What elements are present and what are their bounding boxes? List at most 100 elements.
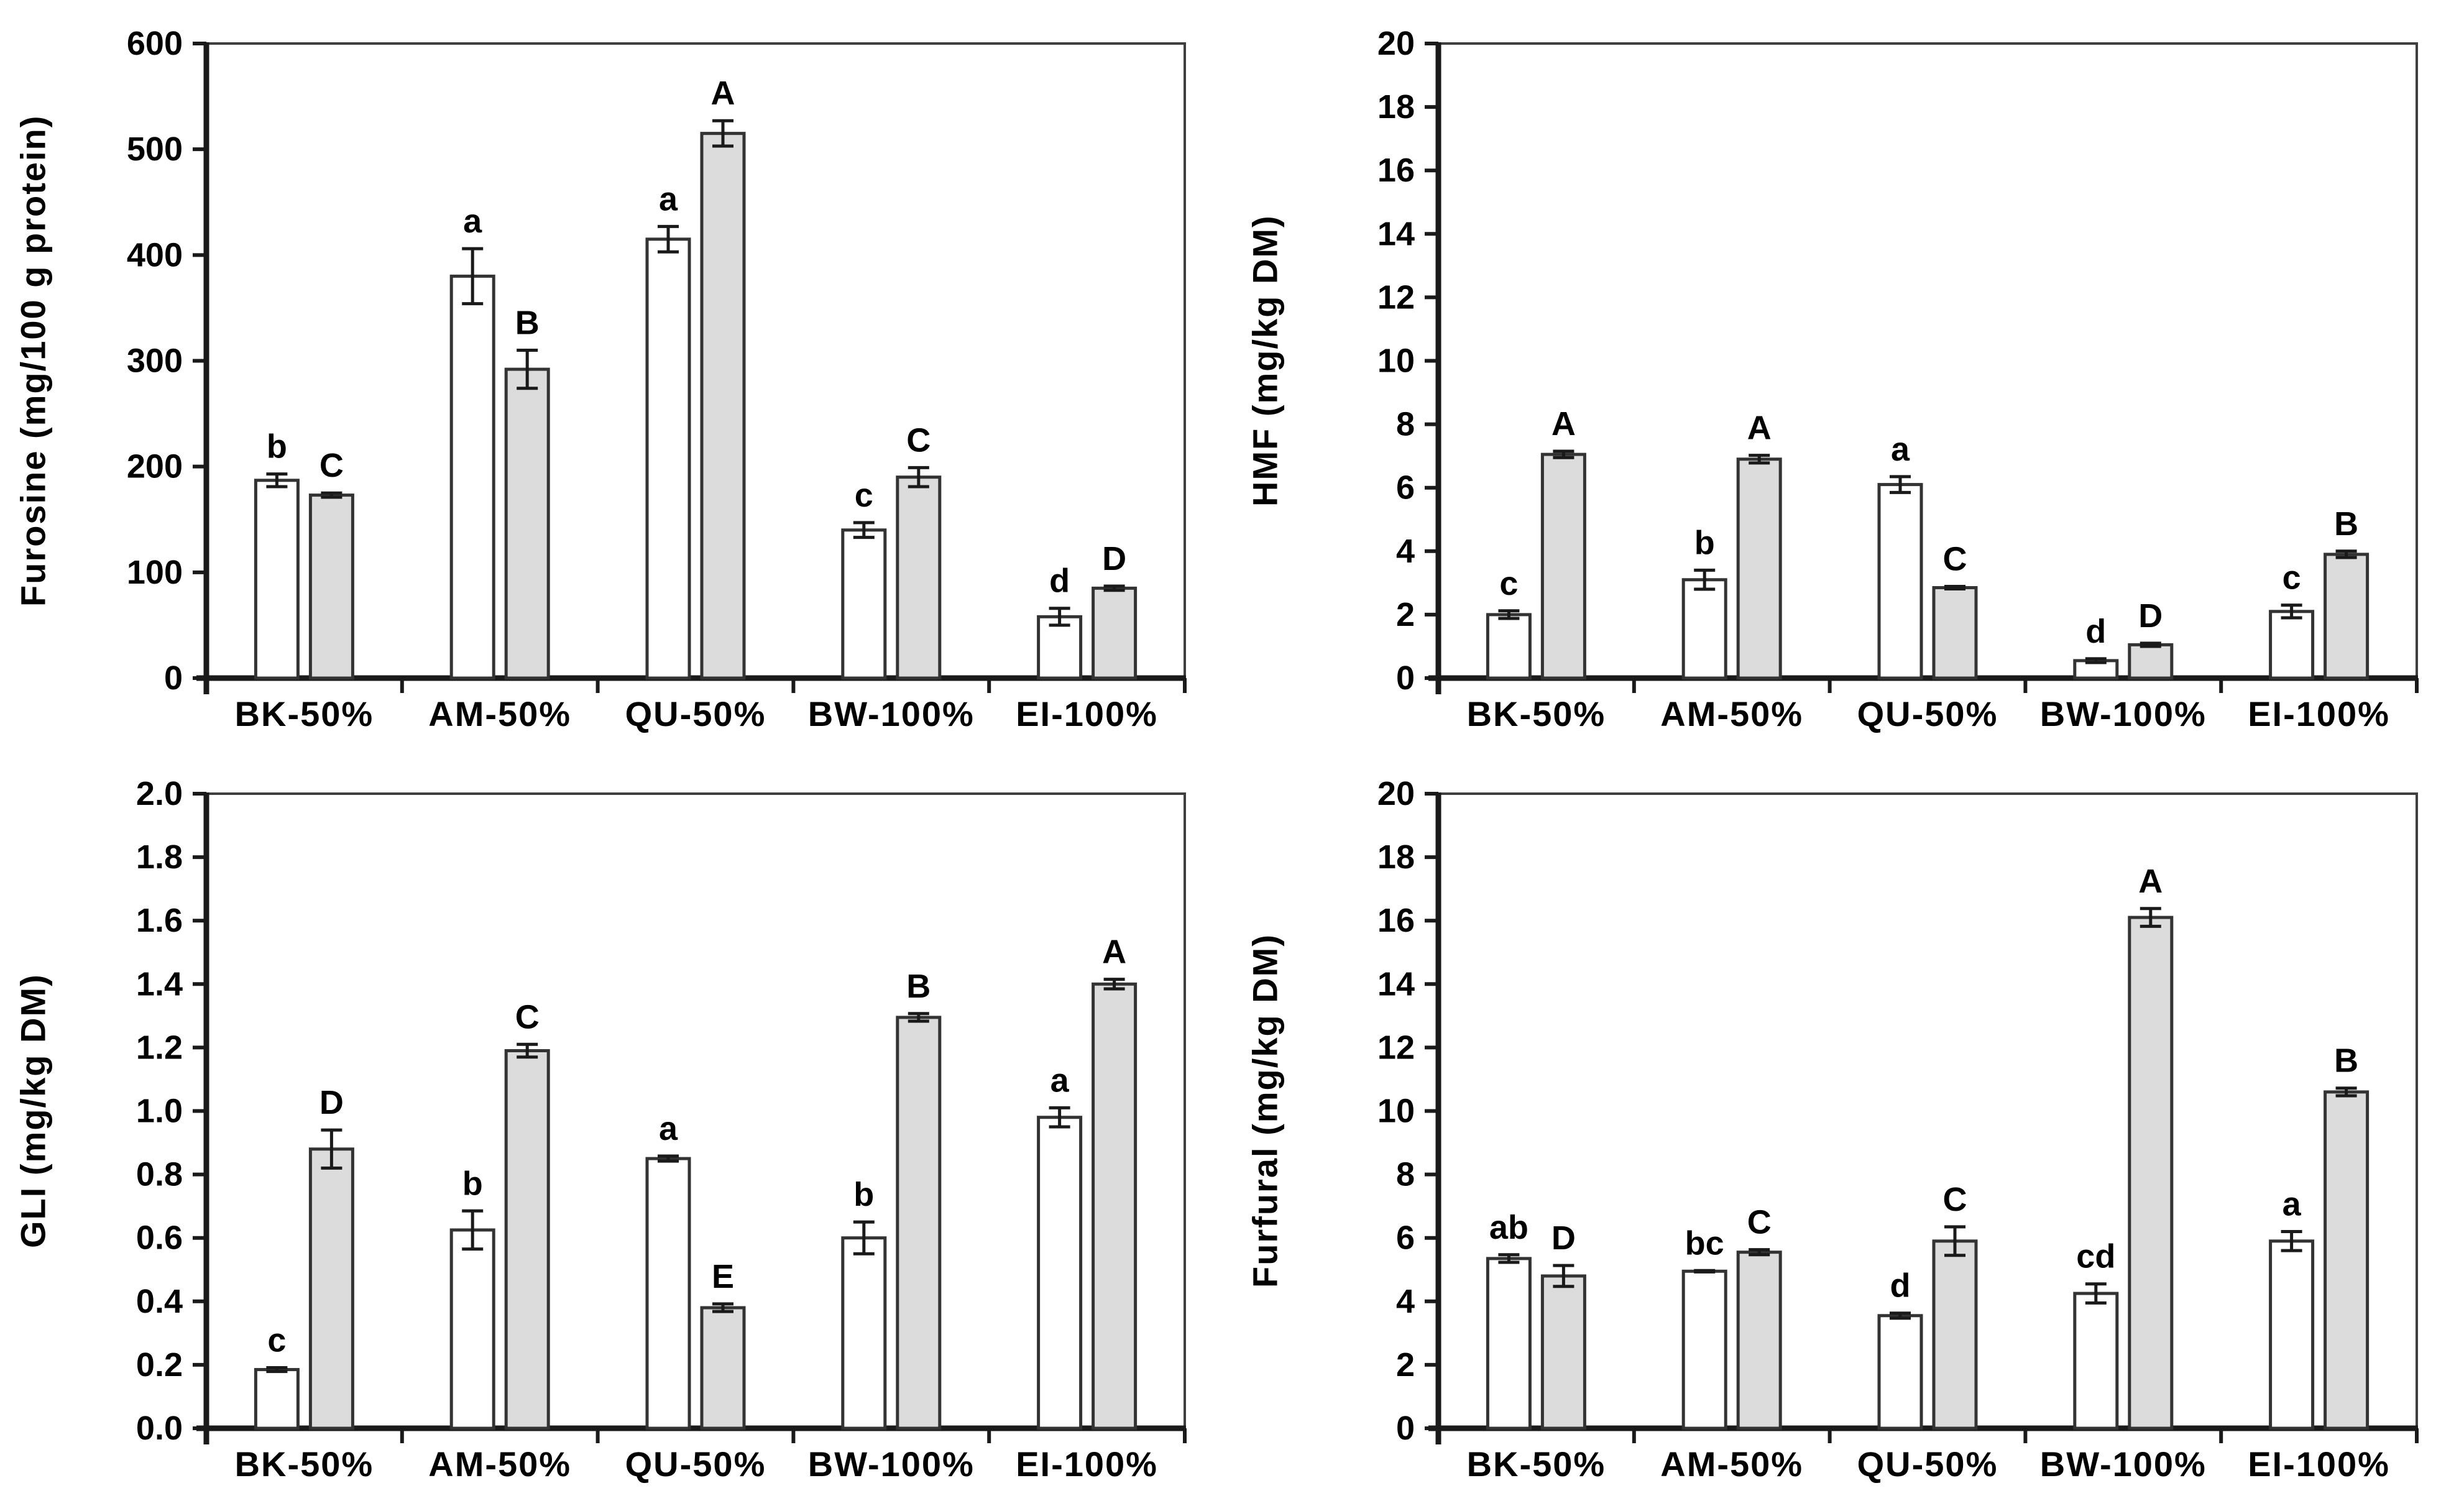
y-tick-label: 8 [1396, 406, 1415, 443]
y-tick-label: 6 [1396, 469, 1415, 507]
x-category-label: QU-50% [1857, 694, 1998, 733]
y-tick-label: 18 [1377, 88, 1415, 126]
x-category-label: EI-100% [2248, 694, 2390, 733]
bar-group-EI-100%: aB [2269, 1042, 2370, 1430]
significance-letter: bc [1685, 1224, 1724, 1262]
bar-group-BW-100%: bB [841, 968, 942, 1430]
significance-letter: C [319, 447, 344, 484]
gray-bar-EI-100% [2324, 553, 2370, 680]
significance-letter: c [1499, 565, 1518, 602]
top-right-svg: 02468101214161820cABK-50%bAAM-50%aCQU-50… [1377, 25, 2419, 733]
y-tick-label: 0.6 [136, 1219, 183, 1257]
significance-letter: C [515, 998, 540, 1035]
x-category-label: BK-50% [1467, 694, 1606, 733]
y-tick-label: 1.0 [136, 1093, 183, 1130]
bar-group-BK-50%: cA [1486, 405, 1586, 680]
y-tick-label: 0.2 [136, 1346, 183, 1384]
gray-bar-BK-50% [1540, 452, 1586, 680]
y-tick-label: 14 [1377, 215, 1415, 252]
hmf-plot-area: 0 2 4 6 8 10 12 14 16 18 20 c A BK-50% b A AM-50% a C QU-50… [1232, 0, 2464, 750]
y-tick-label: 500 [127, 131, 183, 168]
gray-bar-BK-50% [308, 493, 354, 680]
bar-group-BK-50%: bC [254, 428, 354, 680]
significance-letter: C [1943, 540, 1967, 577]
bar-group-EI-100%: aA [1037, 934, 1138, 1430]
bar-group-AM-50%: bA [1681, 410, 1782, 680]
y-tick-label: 2.0 [136, 775, 183, 812]
significance-letter: A [711, 75, 735, 112]
y-tick-label: 100 [127, 554, 183, 591]
y-tick-label: 20 [1377, 25, 1415, 62]
bar-group-EI-100%: cB [2269, 505, 2370, 680]
significance-letter: B [2334, 1042, 2358, 1080]
gray-bar-EI-100% [1092, 586, 1138, 680]
white-bar-BW-100% [841, 528, 887, 680]
significance-letter: b [853, 1176, 874, 1213]
y-tick-label: 20 [1377, 775, 1415, 812]
white-bar-BK-50% [254, 479, 300, 680]
bar-group-QU-50%: aA [645, 75, 746, 680]
white-bar-QU-50% [645, 1157, 691, 1430]
significance-letter: c [855, 477, 873, 514]
x-category-label: QU-50% [1857, 1444, 1998, 1484]
significance-letter: a [1050, 1062, 1070, 1099]
y-tick-label: 2 [1396, 1346, 1415, 1384]
significance-letter: A [1102, 934, 1126, 971]
bar-group-BK-50%: ab D [1486, 1209, 1586, 1430]
significance-letter: a [659, 180, 678, 218]
gray-bar-EI-100% [1092, 982, 1138, 1430]
y-tick-label: 14 [1377, 965, 1415, 1003]
significance-letter: C [906, 421, 931, 459]
bar-group-AM-50%: bc C [1681, 1204, 1782, 1430]
y-tick-label: 16 [1377, 902, 1415, 939]
gray-bar-BW-100% [896, 1016, 942, 1430]
y-tick-label: 300 [127, 342, 183, 380]
y-tick-label: 0.4 [136, 1283, 183, 1320]
bottom-left-svg: 0.00.20.40.60.81.01.21.41.61.82.0cDBK-50… [136, 775, 1187, 1484]
gray-bar-BW-100% [2128, 916, 2174, 1430]
white-bar-BK-50% [254, 1368, 300, 1430]
y-tick-label: 8 [1396, 1156, 1415, 1193]
y-tick-label: 400 [127, 236, 183, 273]
y-tick-label: 6 [1396, 1219, 1415, 1257]
significance-letter: B [906, 968, 931, 1005]
significance-letter: B [2334, 505, 2358, 543]
white-bar-BK-50% [1486, 613, 1532, 680]
y-tick-label: 0 [1396, 659, 1415, 697]
white-bar-QU-50% [645, 237, 691, 680]
significance-letter: c [2282, 559, 2301, 597]
x-category-label: EI-100% [2248, 1444, 2390, 1484]
significance-letter: a [659, 1110, 678, 1147]
significance-letter: D [1102, 540, 1126, 577]
significance-letter: A [1551, 405, 1576, 443]
x-category-label: QU-50% [625, 694, 766, 733]
bar-group-QU-50%: aE [645, 1110, 746, 1430]
x-category-label: BW-100% [808, 1444, 975, 1484]
significance-letter: C [1747, 1204, 1772, 1241]
significance-letter: b [1694, 524, 1715, 561]
chart-gli: GLI (mg/kg DM) 0.0 0.2 0.4 0.6 0.8 1.0 1.2 1.4 1… [0, 750, 1232, 1500]
bar-group-BK-50%: cD [254, 1084, 354, 1430]
furfural-plot-area: 0 2 4 6 8 10 12 14 16 18 20 ab D BK-50% bc C AM-50% d C QU-… [1232, 750, 2464, 1500]
gray-bar-BK-50% [308, 1147, 354, 1430]
y-tick-label: 0 [1396, 1410, 1415, 1447]
y-tick-label: 10 [1377, 342, 1415, 380]
white-bar-EI-100% [2269, 1239, 2315, 1430]
x-category-label: BK-50% [235, 694, 374, 733]
significance-letter: D [319, 1084, 344, 1121]
significance-letter: C [1943, 1181, 1967, 1218]
gray-bar-AM-50% [1736, 1251, 1782, 1430]
y-tick-label: 200 [127, 448, 183, 485]
white-bar-AM-50% [1681, 1269, 1727, 1430]
bar-group-QU-50%: aC [1877, 431, 1978, 680]
significance-letter: b [462, 1165, 483, 1202]
gray-bar-QU-50% [1932, 1239, 1978, 1430]
furosine-plot-area: 0 100 200 300 400 500 600 b C BK-50% a B AM-50% a A QU-… [0, 0, 1232, 750]
x-category-label: AM-50% [1660, 694, 1803, 733]
gray-bar-AM-50% [504, 367, 550, 680]
y-tick-label: 16 [1377, 152, 1415, 189]
bar-group-BW-100%: cd A [2073, 863, 2174, 1430]
y-tick-label: 1.4 [136, 965, 183, 1003]
significance-letter: d [1049, 562, 1070, 600]
